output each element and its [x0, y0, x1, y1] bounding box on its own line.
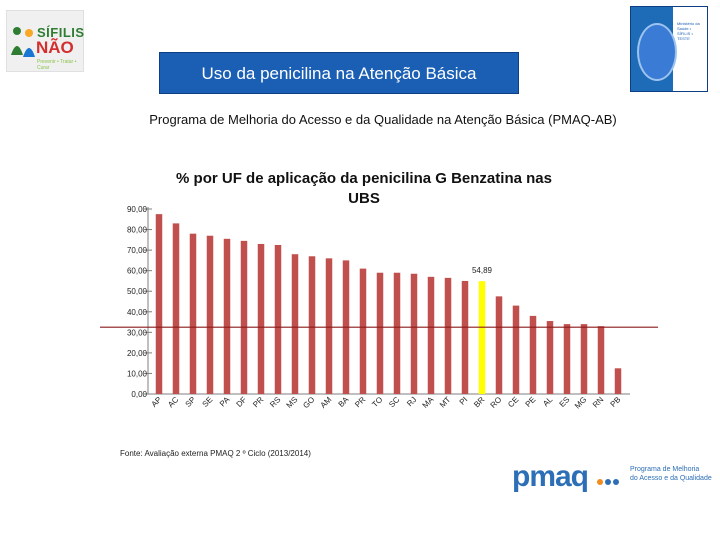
x-tick-label: RS	[268, 395, 282, 409]
bar	[513, 306, 520, 394]
source-note: Fonte: Avaliação externa PMAQ 2 º Ciclo …	[120, 449, 311, 458]
y-tick-label: 90,00	[127, 205, 148, 214]
y-tick-label: 70,00	[127, 246, 148, 255]
bar	[411, 274, 418, 394]
x-tick-label: MS	[285, 395, 300, 410]
x-tick-label: RO	[489, 395, 504, 410]
bar	[309, 256, 316, 394]
x-tick-label: AM	[319, 395, 334, 410]
x-tick-label: RJ	[405, 395, 418, 408]
bar	[547, 321, 554, 394]
y-tick-label: 10,00	[127, 369, 148, 378]
bar	[445, 278, 452, 394]
pmaq-logo-text: pmaq	[512, 460, 588, 494]
x-tick-label: MA	[421, 395, 436, 410]
bar	[581, 324, 588, 394]
y-tick-label: 50,00	[127, 287, 148, 296]
bar-chart: 0,00 10,00 20,00 30,00 40,00 50,00 60,00 70,00 8…	[0, 0, 720, 540]
bar	[598, 326, 605, 394]
bar	[428, 277, 435, 394]
x-tick-label: SE	[201, 395, 215, 409]
x-tick-label: BA	[337, 395, 351, 409]
bar	[258, 244, 265, 394]
x-tick-label: AP	[150, 395, 164, 409]
pmaq-logo: pmaq	[512, 460, 612, 496]
x-tick-label: PI	[458, 395, 470, 407]
x-tick-label: DF	[235, 395, 249, 409]
bar	[326, 258, 333, 394]
x-tick-label: PB	[609, 395, 623, 409]
pmaq-description: Programa de Melhoria do Acesso e da Qual…	[630, 465, 720, 483]
bar	[394, 273, 401, 394]
x-tick-label: PE	[524, 395, 538, 409]
x-tick-label: TO	[370, 395, 384, 409]
x-tick-label: RN	[591, 395, 606, 410]
bar	[173, 223, 180, 394]
bar	[292, 254, 299, 394]
y-tick-label: 40,00	[127, 308, 148, 317]
bar	[156, 214, 163, 394]
bar	[224, 239, 231, 394]
bar	[190, 234, 197, 394]
bar	[241, 241, 248, 394]
bar	[462, 281, 469, 394]
pmaq-desc-line2: do Acesso e da Qualidade	[630, 474, 720, 483]
x-tick-label: CE	[506, 395, 520, 409]
y-tick-label: 30,00	[127, 328, 148, 337]
x-tick-label: AL	[541, 395, 555, 409]
y-tick-label: 0,00	[131, 390, 147, 399]
x-tick-label: SP	[184, 395, 198, 409]
bar	[496, 296, 503, 394]
x-tick-label: GO	[301, 395, 316, 410]
x-tick-label: AC	[166, 395, 180, 409]
bar	[564, 324, 571, 394]
x-tick-label: PA	[218, 395, 232, 409]
y-tick-label: 80,00	[127, 226, 148, 235]
x-tick-label: MG	[573, 395, 588, 410]
bar	[275, 245, 282, 394]
bar	[479, 281, 486, 394]
y-tick-label: 60,00	[127, 267, 148, 276]
pmaq-desc-line1: Programa de Melhoria	[630, 465, 720, 474]
x-tick-label: ES	[558, 395, 572, 409]
x-tick-label: MT	[438, 395, 453, 410]
x-tick-label: PR	[251, 395, 265, 409]
y-tick-label: 20,00	[127, 349, 148, 358]
x-tick-label: SC	[387, 395, 401, 409]
x-tick-label: BR	[472, 395, 486, 409]
highlight-data-label: 54,89	[472, 266, 493, 275]
pmaq-dots-icon	[596, 478, 622, 486]
bar	[615, 368, 622, 394]
bar	[207, 236, 214, 394]
bar	[377, 273, 384, 394]
bar	[360, 269, 367, 394]
x-tick-label: PR	[353, 395, 367, 409]
